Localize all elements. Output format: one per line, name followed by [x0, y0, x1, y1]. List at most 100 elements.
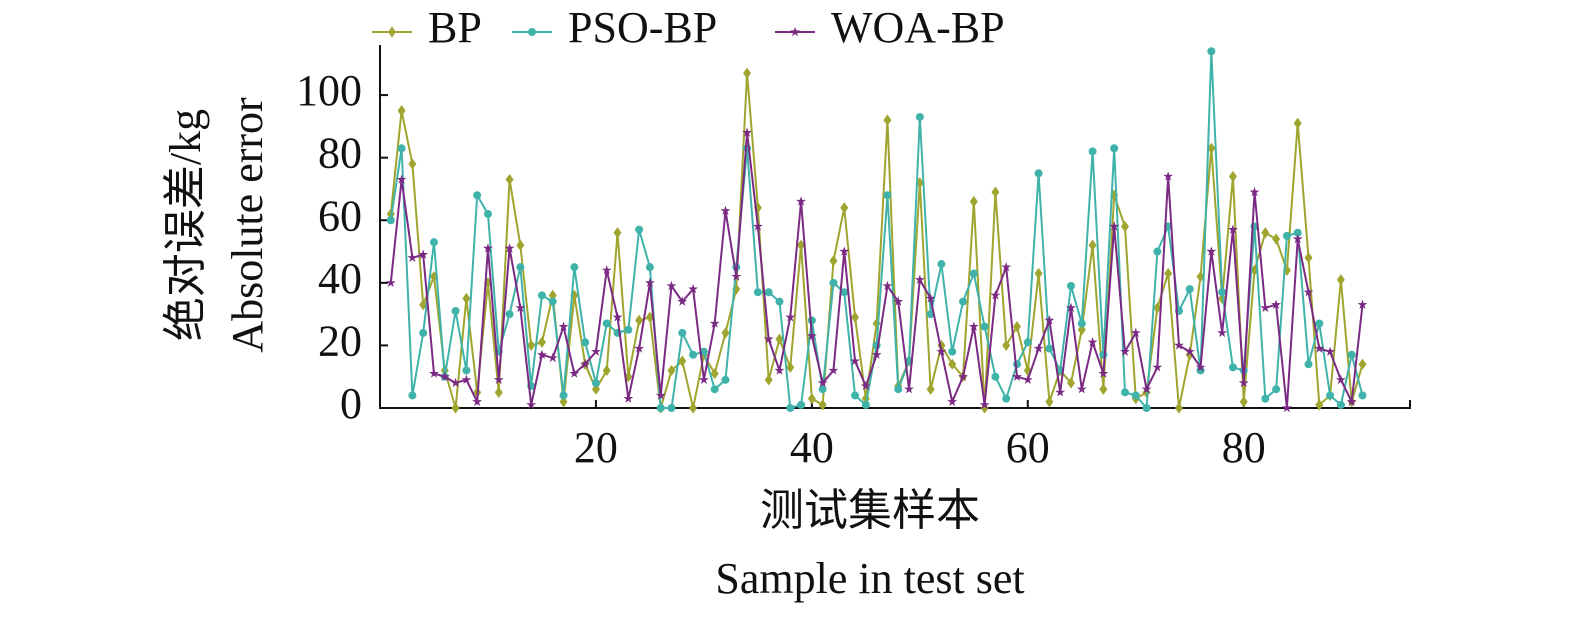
marker	[1174, 340, 1184, 350]
marker	[709, 318, 720, 328]
marker	[1207, 47, 1216, 56]
marker	[1034, 169, 1043, 178]
y-tick-label: 20	[318, 317, 362, 366]
marker	[537, 291, 546, 300]
marker	[817, 377, 828, 388]
marker	[1055, 387, 1066, 397]
marker	[688, 283, 699, 294]
marker	[937, 260, 946, 269]
marker	[1022, 374, 1033, 385]
marker	[1260, 302, 1271, 313]
marker	[1077, 319, 1086, 328]
marker	[1228, 363, 1237, 372]
marker	[807, 316, 816, 325]
marker	[840, 202, 849, 214]
marker	[1066, 302, 1076, 313]
marker	[763, 333, 774, 344]
marker	[1141, 384, 1152, 394]
marker	[419, 299, 428, 311]
marker	[1196, 270, 1205, 283]
marker	[644, 277, 655, 288]
marker	[785, 312, 796, 322]
marker	[429, 238, 438, 247]
marker	[1249, 186, 1260, 197]
marker	[883, 191, 892, 200]
marker	[721, 327, 730, 339]
marker	[655, 390, 666, 400]
marker	[418, 249, 429, 259]
marker	[635, 225, 644, 234]
marker	[1184, 346, 1195, 356]
marker	[840, 288, 849, 297]
marker	[602, 364, 611, 377]
marker	[1098, 368, 1109, 378]
marker	[1206, 246, 1217, 256]
marker	[1336, 400, 1345, 409]
marker	[699, 347, 708, 356]
marker	[839, 246, 850, 256]
marker	[1153, 302, 1162, 314]
marker	[775, 333, 784, 345]
marker	[1185, 285, 1194, 294]
marker	[1292, 233, 1303, 244]
marker	[515, 302, 526, 313]
marker	[1293, 228, 1302, 237]
marker	[537, 349, 547, 360]
marker	[570, 263, 579, 272]
marker	[990, 290, 1001, 300]
marker	[612, 312, 623, 322]
marker	[698, 374, 709, 385]
marker	[558, 321, 569, 331]
marker	[483, 209, 492, 218]
marker	[1314, 343, 1325, 353]
marker	[1076, 384, 1087, 394]
marker	[569, 368, 580, 378]
marker	[397, 144, 406, 153]
marker	[386, 216, 395, 225]
y-axis-label: 绝对误差/kg	[161, 109, 210, 341]
marker	[893, 296, 904, 306]
marker	[1109, 221, 1120, 231]
marker	[397, 105, 406, 117]
marker	[710, 367, 719, 380]
marker	[505, 310, 514, 319]
marker	[1088, 239, 1097, 251]
marker	[516, 263, 525, 272]
marker	[623, 393, 634, 403]
marker	[451, 306, 460, 315]
marker	[1174, 402, 1183, 414]
axes	[379, 45, 1411, 409]
marker	[504, 243, 515, 253]
marker	[753, 288, 762, 297]
marker	[590, 346, 601, 356]
marker	[1066, 377, 1075, 389]
marker	[797, 239, 806, 251]
y-tick-label: 0	[340, 379, 362, 428]
marker	[581, 338, 590, 347]
marker	[493, 374, 504, 385]
marker	[1152, 362, 1163, 372]
marker	[968, 321, 979, 331]
marker	[959, 297, 968, 306]
marker	[439, 371, 450, 381]
marker	[969, 195, 978, 208]
marker	[537, 336, 546, 348]
y-tick-label: 60	[318, 191, 362, 240]
marker	[807, 393, 816, 405]
marker	[720, 205, 731, 216]
marker	[1326, 391, 1335, 400]
marker	[528, 28, 536, 36]
marker	[1087, 337, 1098, 347]
marker	[1358, 391, 1367, 400]
marker	[1271, 299, 1282, 309]
marker	[483, 243, 493, 253]
marker	[385, 277, 396, 288]
marker	[742, 127, 753, 137]
x-tick-label: 80	[1222, 423, 1266, 472]
marker	[1227, 224, 1238, 234]
marker	[860, 380, 871, 391]
marker	[419, 328, 428, 337]
marker	[1002, 339, 1011, 352]
marker	[790, 26, 800, 37]
marker	[1142, 404, 1151, 412]
